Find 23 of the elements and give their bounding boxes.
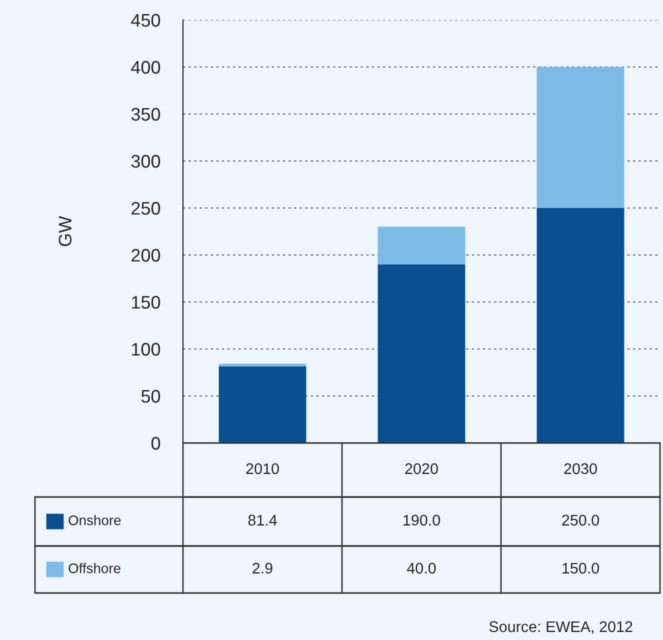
y-tick-label: 400 <box>131 60 160 74</box>
y-tick-label: 50 <box>141 390 160 403</box>
y-axis-title: GW <box>58 216 72 246</box>
x-tick-label: 2020 <box>405 463 438 474</box>
data-label: 250.0 <box>562 514 600 526</box>
legend-label: Onshore <box>68 515 121 526</box>
y-tick-label: 200 <box>132 248 160 262</box>
y-tick-label: 100 <box>132 342 160 356</box>
y-tick-label: 250 <box>132 202 160 215</box>
y-tick-label: 300 <box>131 154 160 168</box>
source-note: Source: EWEA, 2012 <box>489 621 632 634</box>
y-tick-label: 450 <box>131 14 160 27</box>
data-label: 2.9 <box>252 562 272 574</box>
y-tick-label: 0 <box>151 436 160 450</box>
data-label: 81.4 <box>248 514 277 526</box>
data-label: 150.0 <box>562 562 600 574</box>
y-tick-label: 350 <box>131 108 160 121</box>
legend-label: Offshore <box>68 563 120 574</box>
data-label: 40.0 <box>406 562 436 574</box>
y-tick-label: 150 <box>132 296 160 309</box>
x-tick-label: 2010 <box>246 463 279 474</box>
data-label: 190.0 <box>404 514 440 526</box>
x-tick-label: 2030 <box>564 463 597 474</box>
